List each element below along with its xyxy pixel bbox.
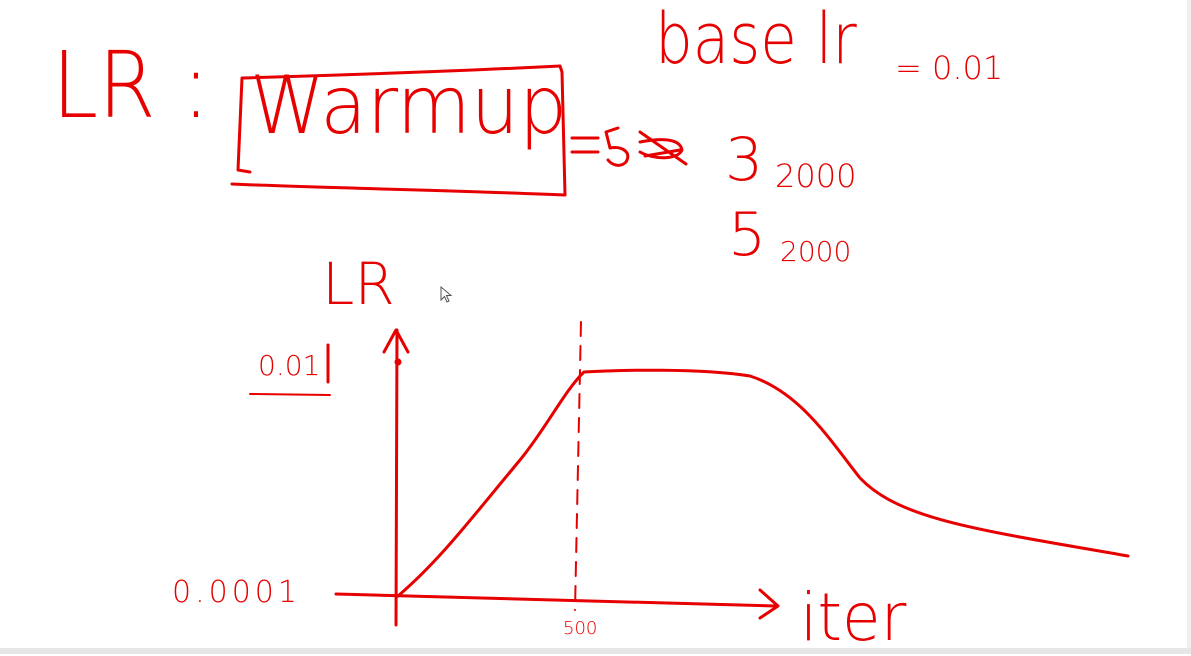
alt-steps-value: 2000	[775, 157, 857, 195]
y-axis-label: LR	[322, 250, 395, 318]
five-digit	[604, 126, 630, 167]
warmup-end-dashed-line	[574, 321, 582, 611]
equals-sign	[570, 136, 600, 154]
lr-curve	[396, 368, 1130, 598]
y-axis-line	[394, 328, 399, 627]
alt-steps-symbol: 3	[725, 125, 764, 195]
lr-title-label: LR :	[52, 32, 210, 139]
base-lr-label: base lr	[655, 0, 857, 80]
mouse-pointer-icon	[440, 286, 453, 303]
window-bottom-border	[0, 648, 1191, 654]
y-tick-top-underline	[249, 393, 331, 396]
warmup-box	[230, 64, 567, 197]
x-marker-label: 500	[563, 618, 598, 639]
y-tick-bottom: 0.0001	[172, 575, 301, 610]
base-lr-value: = 0.01	[895, 49, 1004, 87]
window-right-border	[1187, 0, 1191, 648]
steps-value: 2000	[780, 235, 852, 268]
y-tick-top: 0.01	[258, 349, 321, 382]
steps-symbol: 5	[728, 200, 767, 270]
x-axis-line	[334, 592, 777, 608]
x-axis-arrow	[758, 588, 780, 620]
lr-peak-dot	[394, 358, 402, 366]
x-axis-label: iter	[800, 579, 907, 656]
scribbled-out-value	[638, 130, 688, 166]
y-axis-arrow	[382, 328, 410, 354]
warmup-word: Warmup	[250, 59, 568, 152]
